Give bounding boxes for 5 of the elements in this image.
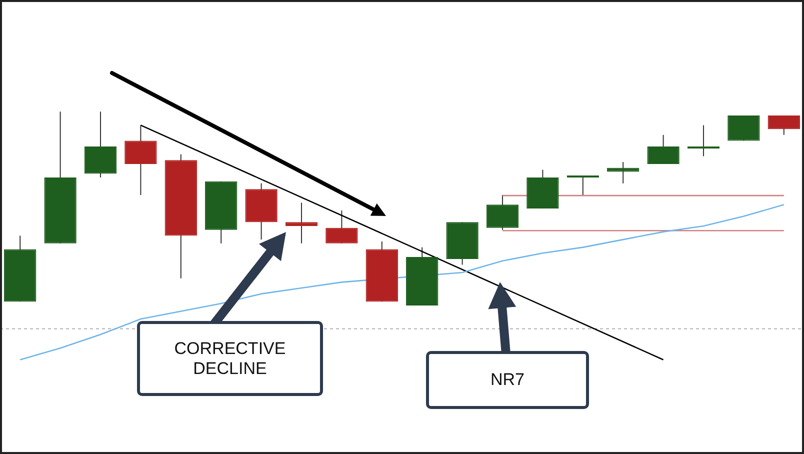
candlestick [566,175,599,196]
candlestick [285,202,318,244]
text: NR7 [490,370,524,390]
candlestick [687,124,720,157]
text: CORRECTIVE DECLINE [173,338,287,378]
